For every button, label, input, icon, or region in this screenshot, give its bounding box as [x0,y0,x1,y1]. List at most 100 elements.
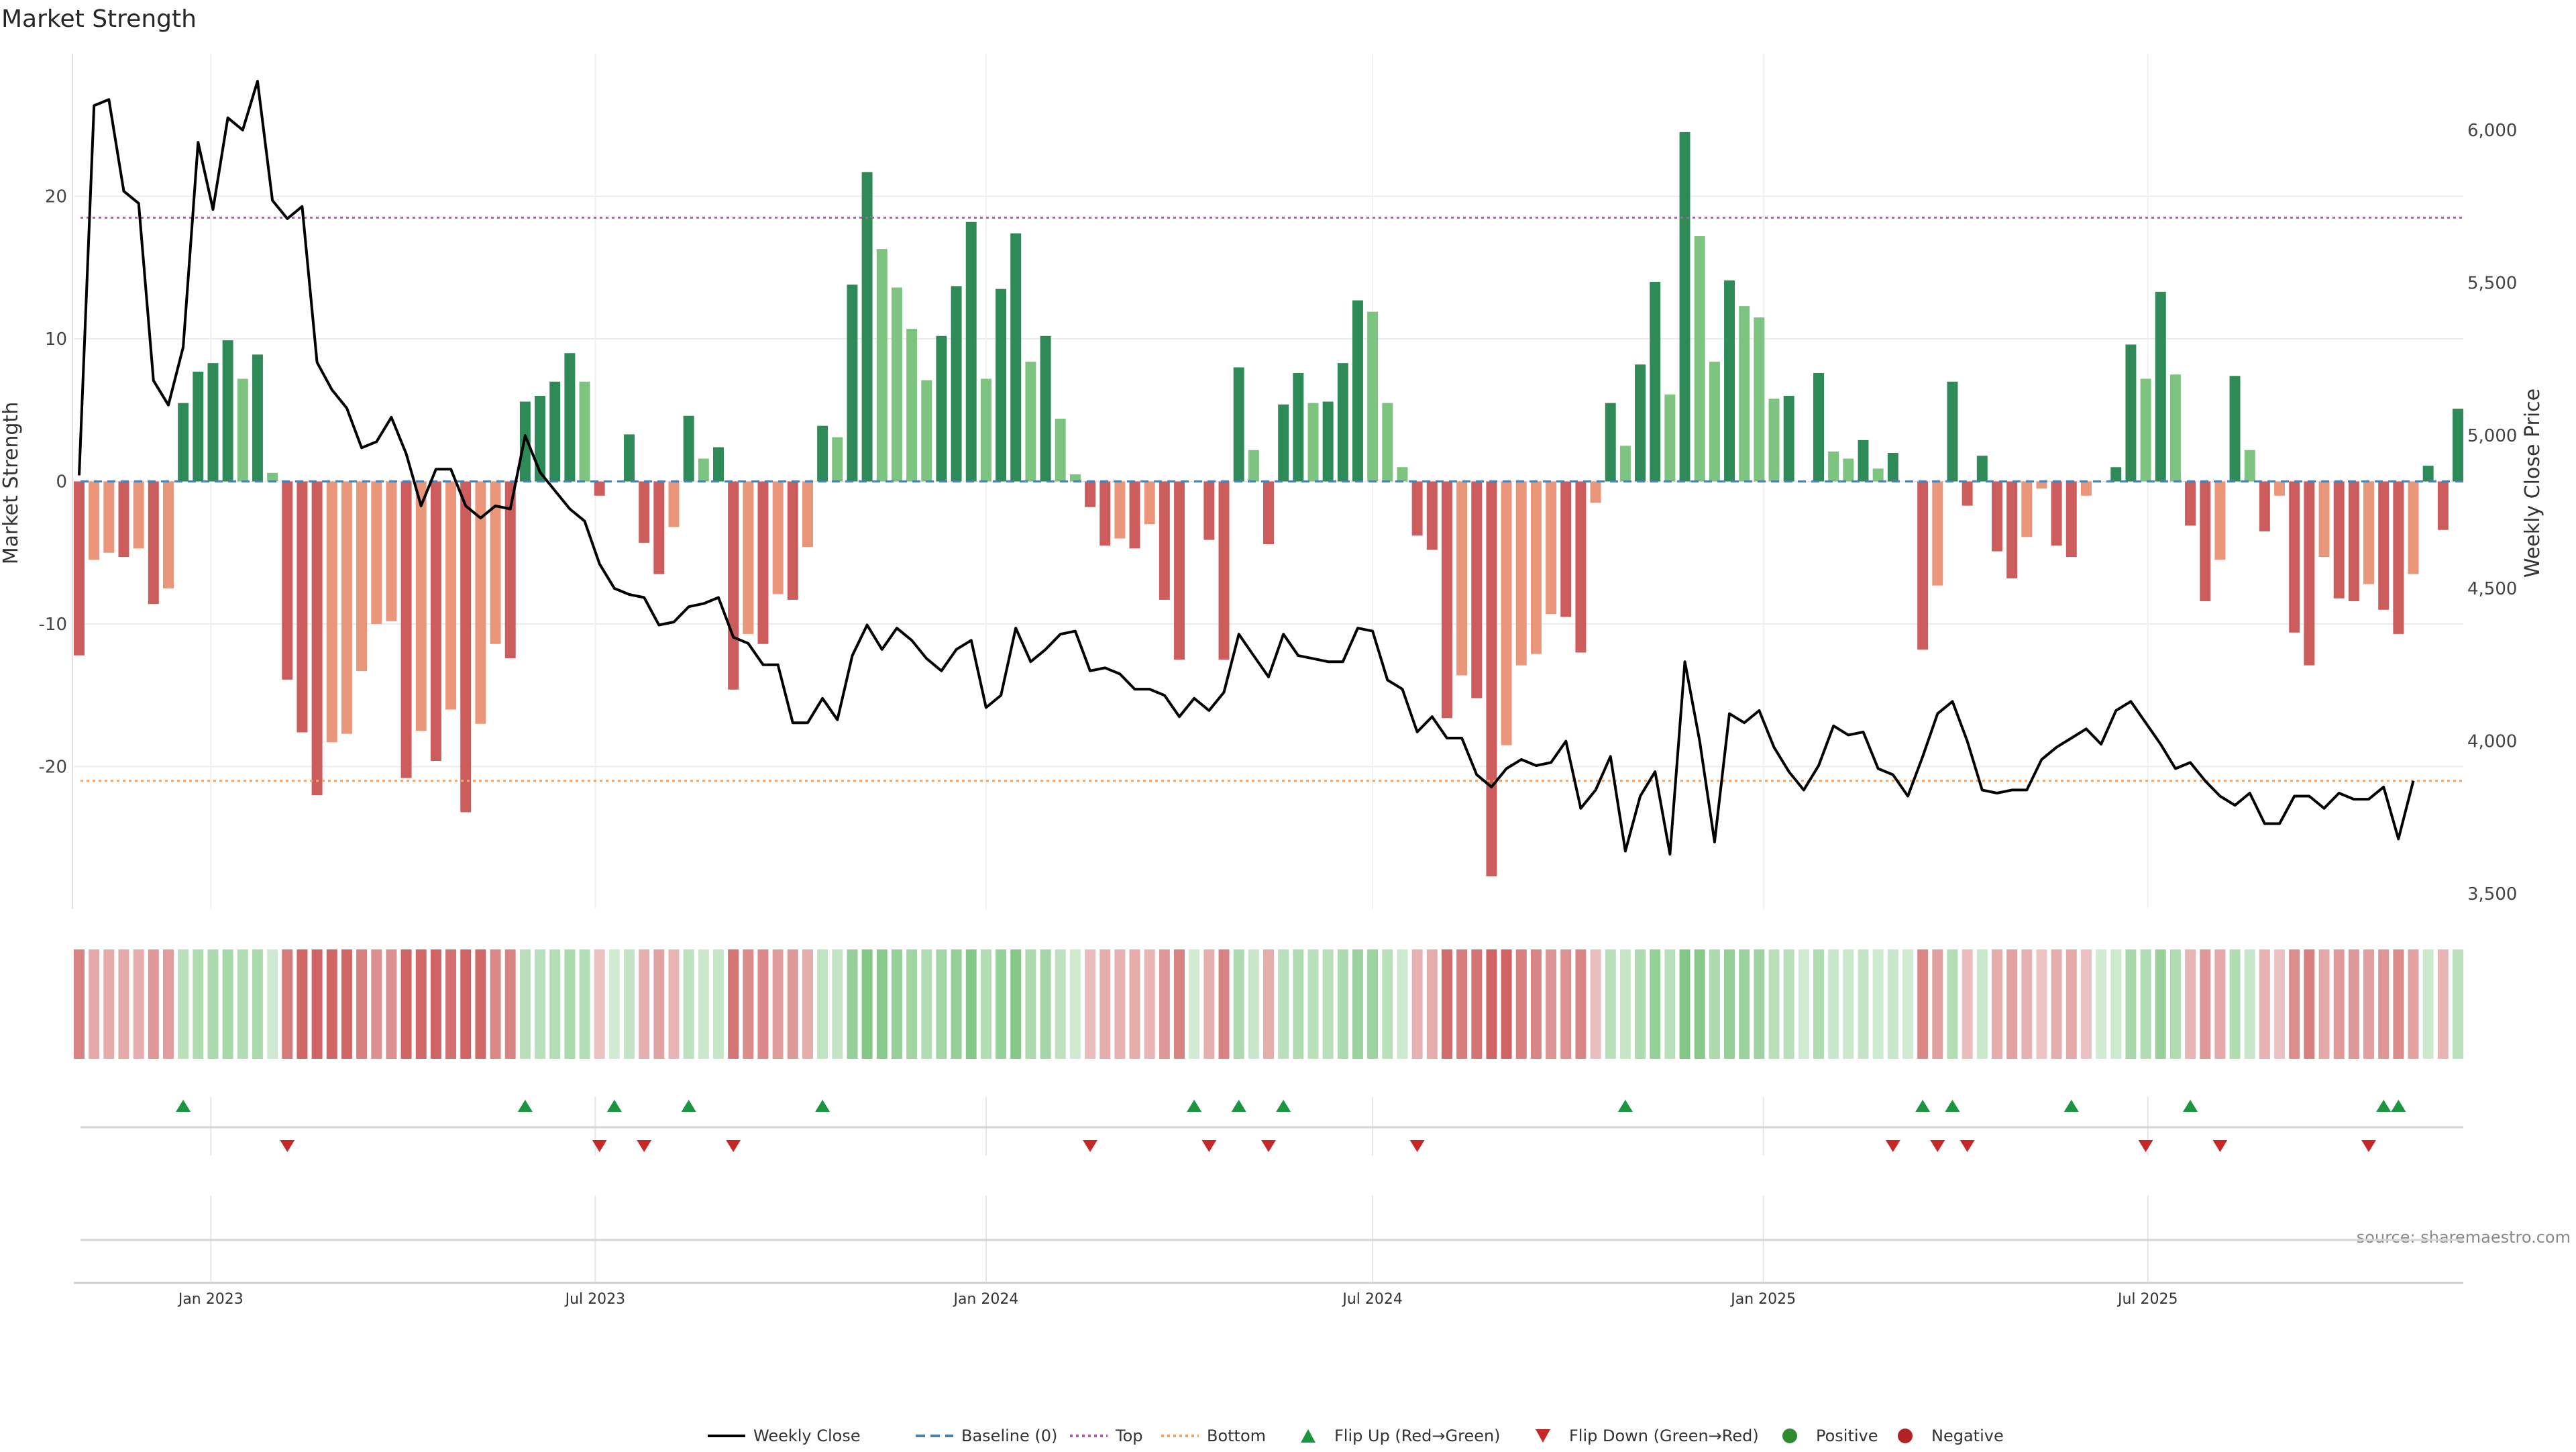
strip-cell [2437,949,2449,1059]
flip-up-marker [2376,1100,2392,1112]
strip-cell [608,949,620,1059]
strip-cell [2422,949,2434,1059]
legend-label: Top [1115,1427,1143,1445]
strip-cell [1456,949,1468,1059]
legend-item: Top [1070,1427,1143,1445]
strength-bar [74,481,85,656]
strength-bar [772,481,784,594]
strip-cell [965,949,977,1059]
legend: Weekly Close Baseline (0) Top Bottom Flip Up… [708,1427,2004,1445]
reference-lines [80,216,2463,782]
strength-bar [1263,481,1274,544]
strip-cell [2051,949,2062,1059]
strength-bar [1233,367,1244,482]
strip-cell [1025,949,1036,1059]
legend-item: Flip Up (Red→Green) [1301,1427,1501,1445]
strength-bar [1560,481,1572,617]
strip-cell [1724,949,1735,1059]
flip-down-marker [280,1140,295,1152]
legend-triangle-down-icon [1536,1429,1550,1443]
strength-bar [2065,481,2077,558]
strength-bar [2348,481,2359,601]
strength-bar [1174,481,1185,660]
strength-bar [713,447,724,482]
strength-bar [1813,373,1824,482]
strength-bar [237,378,248,482]
strength-bar [535,396,546,482]
strength-bar [1099,481,1111,546]
x-tick-label: Jan 2025 [1729,1291,1796,1308]
strip-cell [207,949,219,1059]
strength-bar [2244,450,2255,482]
strength-bar [252,354,263,482]
strip-cell [162,949,174,1059]
strength-bar [1382,403,1393,482]
strength-bar [1605,403,1616,482]
strength-bar [1887,453,1898,482]
flip-down-marker [592,1140,607,1152]
strip-cell [1055,949,1066,1059]
strip-cell [1471,949,1483,1059]
strip-cell [519,949,531,1059]
strength-bar [1411,481,1423,536]
strip-cell [2259,949,2270,1059]
strip-cell [1159,949,1170,1059]
strip-cell [118,949,129,1059]
strength-bar [1501,481,1512,745]
strength-bar [326,481,337,743]
strip-cell [1367,949,1379,1059]
strip-cell [490,949,501,1059]
strength-bar [861,172,873,482]
strength-bar [1144,481,1155,525]
strip-cell [1307,949,1319,1059]
strength-bar [2051,481,2062,546]
legend-label: Negative [1931,1427,2004,1445]
strip-cell [1605,949,1616,1059]
legend-circle-icon [1782,1429,1797,1443]
strength-bar [891,287,902,482]
strength-bar [579,381,590,482]
strip-cell [1263,949,1274,1059]
strength-bar [936,335,947,482]
legend-circle-icon [1898,1429,1913,1443]
strength-bar [1486,481,1497,877]
strip-cell [624,949,635,1059]
strip-cell [1515,949,1527,1059]
strength-bar [311,481,323,795]
y-tick-label: 0 [56,472,67,492]
strength-bar [89,481,100,560]
strip-cell [2065,949,2077,1059]
y2-tick-label: 3,500 [2467,884,2517,904]
strip-cell [817,949,828,1059]
legend-label: Positive [1816,1427,1878,1445]
x-tick-label: Jan 2023 [177,1291,244,1308]
strip-cell [400,949,412,1059]
strip-cell [1783,949,1794,1059]
legend-label: Bottom [1207,1427,1266,1445]
strength-bar [594,481,605,496]
strip-cell [1635,949,1646,1059]
strength-bar [2080,481,2092,496]
y2-tick-label: 4,000 [2467,732,2517,752]
strip-cell [564,949,576,1059]
strip-cell [2408,949,2419,1059]
strength-bar [1218,481,1230,660]
flip-down-marker [2361,1140,2377,1152]
strip-cell [1590,949,1601,1059]
strip-cell [1248,949,1259,1059]
legend-item: Weekly Close [708,1427,861,1445]
flip-up-marker [1276,1100,1291,1112]
strip-cell [1843,949,1854,1059]
strip-cell [832,949,843,1059]
x-axis: Jan 2023 Jul 2023 Jan 2024 Jul 2024 Jan 2025… [74,1282,2463,1308]
strip-cell [1426,949,1438,1059]
strip-cell [103,949,115,1059]
legend-label: Weekly Close [753,1427,861,1445]
x-tick-label: Jan 2024 [952,1291,1018,1308]
strength-bar [980,378,991,482]
strength-bar [698,458,709,482]
strip-cell [743,949,754,1059]
strength-bar [2393,481,2404,634]
strip-cell [2140,949,2151,1059]
